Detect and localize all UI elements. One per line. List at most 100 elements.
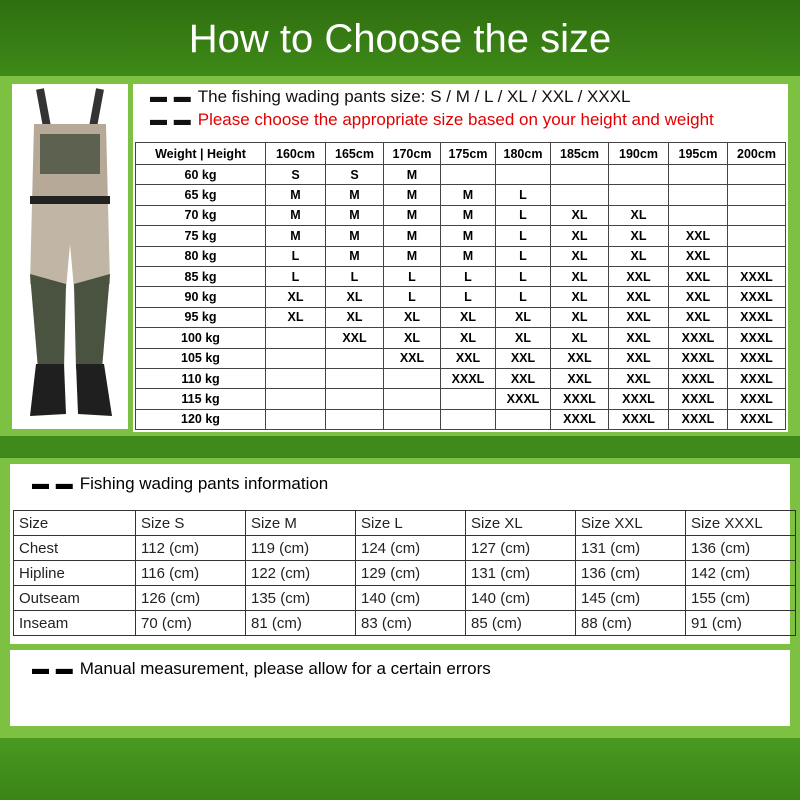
table-row: 110 kg XXXL XXL XXL XXL XXXL XXXL: [135, 367, 786, 390]
size-cell: S: [265, 163, 326, 186]
table-row: Size Size S Size M Size L Size XL Size XXL Siz…: [13, 510, 796, 536]
size-cell: L: [325, 265, 384, 288]
size-cell: [265, 408, 326, 431]
size-cell: M: [325, 184, 384, 206]
size-cell: XL: [495, 306, 551, 329]
measurement-cell: 140 (cm): [355, 585, 466, 611]
size-cell: XXXL: [727, 408, 786, 431]
size-chart-table: Weight | Height 160cm 165cm 170cm 175cm 180cm…: [135, 142, 786, 431]
size-cell: XL: [325, 286, 384, 308]
measurement-cell: 136 (cm): [685, 535, 796, 561]
size-cell: XXXL: [608, 388, 669, 410]
size-cell: XXL: [608, 347, 669, 369]
size-cell: XXXL: [727, 306, 786, 329]
table-row: 70 kg M M M M L XL XL: [135, 204, 786, 227]
size-cell: XL: [550, 327, 609, 349]
size-cell: M: [265, 184, 326, 206]
size-cell: [265, 367, 326, 390]
size-cell: M: [383, 204, 441, 227]
size-cell: XXXL: [727, 286, 786, 308]
size-cell: XXXL: [727, 327, 786, 349]
table-row: 75 kg M M M M L XL XL XXL: [135, 225, 786, 247]
size-cell: [495, 163, 551, 186]
measurement-cell: 136 (cm): [575, 560, 686, 586]
measurement-cell: 129 (cm): [355, 560, 466, 586]
size-cell: L: [265, 245, 326, 267]
weight-cell: 105 kg: [135, 347, 266, 369]
size-cell: M: [325, 204, 384, 227]
size-cell: XXXL: [668, 408, 728, 431]
size-cell: XXL: [668, 265, 728, 288]
size-cell: L: [495, 245, 551, 267]
size-cell: [265, 388, 326, 410]
advice-note: ▬ ▬ Please choose the appropriate size ba…: [150, 110, 714, 129]
sizes-note: ▬ ▬ The fishing wading pants size: S / M …: [150, 87, 631, 106]
weight-cell: 115 kg: [135, 388, 266, 410]
size-cell: XXL: [608, 327, 669, 349]
weight-cell: 80 kg: [135, 245, 266, 267]
measurement-cell: 119 (cm): [245, 535, 356, 561]
measurement-cell: 127 (cm): [465, 535, 576, 561]
size-cell: [668, 163, 728, 186]
size-cell: XXXL: [668, 388, 728, 410]
height-header: 170cm: [383, 142, 441, 165]
size-cell: M: [383, 225, 441, 247]
measurement-cell: Size XXL: [575, 510, 686, 536]
size-cell: XXXL: [550, 408, 609, 431]
table-row: Inseam 70 (cm) 81 (cm) 83 (cm) 85 (cm) 88 (cm…: [13, 610, 796, 636]
size-cell: M: [383, 184, 441, 206]
size-cell: XXL: [668, 245, 728, 267]
measurement-cell: 142 (cm): [685, 560, 796, 586]
size-cell: L: [495, 225, 551, 247]
disclaimer: Manual measurement, please allow for a c…: [79, 659, 491, 678]
size-cell: XL: [265, 306, 326, 329]
size-cell: XL: [608, 225, 669, 247]
size-cell: [325, 388, 384, 410]
size-cell: M: [440, 204, 496, 227]
size-cell: XXXL: [727, 265, 786, 288]
measurement-cell: 131 (cm): [575, 535, 686, 561]
size-cell: XXL: [325, 327, 384, 349]
weight-cell: 65 kg: [135, 184, 266, 206]
measurement-table: Size Size S Size M Size L Size XL Size XXL Siz…: [13, 510, 796, 636]
divider-band: [0, 436, 800, 458]
weight-cell: 120 kg: [135, 408, 266, 431]
size-cell: XL: [608, 245, 669, 267]
size-cell: XXXL: [727, 367, 786, 390]
size-cell: M: [325, 225, 384, 247]
size-cell: XXL: [440, 347, 496, 369]
size-cell: [325, 367, 384, 390]
measurement-cell: Size M: [245, 510, 356, 536]
measurement-cell: Size XL: [465, 510, 576, 536]
size-cell: [440, 163, 496, 186]
height-header: 195cm: [668, 142, 728, 165]
measurement-cell: 155 (cm): [685, 585, 796, 611]
measurement-cell: 140 (cm): [465, 585, 576, 611]
measurement-cell: 135 (cm): [245, 585, 356, 611]
measurement-cell: 126 (cm): [135, 585, 246, 611]
size-cell: L: [495, 265, 551, 288]
measurement-cell: 112 (cm): [135, 535, 246, 561]
size-cell: [325, 347, 384, 369]
size-cell: S: [325, 163, 384, 186]
footer-band: [0, 738, 800, 800]
size-cell: [495, 408, 551, 431]
weight-cell: 95 kg: [135, 306, 266, 329]
size-cell: [727, 204, 786, 227]
table-row: 95 kg XL XL XL XL XL XL XXL XXL XXXL: [135, 306, 786, 329]
size-cell: L: [495, 286, 551, 308]
size-cell: XXXL: [608, 408, 669, 431]
size-cell: [265, 347, 326, 369]
size-cell: XL: [550, 245, 609, 267]
page-title: How to Choose the size: [0, 0, 800, 76]
size-cell: L: [383, 265, 441, 288]
measurement-cell: Outseam: [13, 585, 136, 611]
height-header: 190cm: [608, 142, 669, 165]
size-cell: XL: [265, 286, 326, 308]
size-cell: XXXL: [550, 388, 609, 410]
height-header: 175cm: [440, 142, 496, 165]
size-cell: L: [440, 265, 496, 288]
measurement-cell: Inseam: [13, 610, 136, 636]
size-cell: [383, 367, 441, 390]
height-header: 200cm: [727, 142, 786, 165]
